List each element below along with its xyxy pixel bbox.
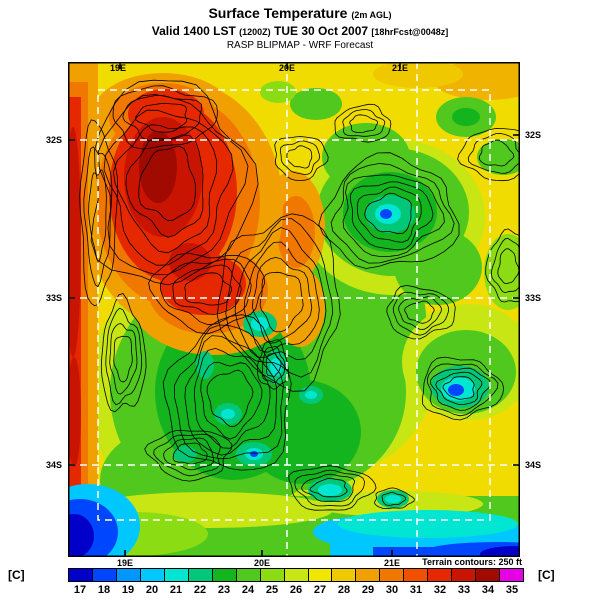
- colorbar-tick-label: 25: [265, 584, 279, 596]
- colorbar-tick-label: 18: [97, 584, 111, 596]
- colorbar-tick-row: 17 18 19 20 21 22 23 24 25 26 27 28 29 30 31 32 33 34 35: [68, 584, 524, 596]
- map-border: [68, 62, 520, 557]
- colorbar-cell: [212, 569, 237, 581]
- colorbar-tick-label: 17: [73, 584, 87, 596]
- lat-label-left-32s: 32S: [45, 135, 63, 145]
- colorbar-cell: [308, 569, 333, 581]
- temperature-field: [36, 60, 573, 568]
- terrain-contours-note: Terrain contours: 250 ft: [422, 557, 522, 567]
- temperature-map-svg: [36, 60, 573, 568]
- colorbar-tick-label: 28: [337, 584, 351, 596]
- colorbar-tick-label: 27: [313, 584, 327, 596]
- lon-label-top-20e: 20E: [278, 63, 296, 73]
- title-suffix: (2m AGL): [351, 10, 392, 20]
- colorbar-cell: [476, 569, 501, 581]
- terrain-contours: [79, 79, 530, 511]
- colorbar-unit-left: [C]: [8, 568, 25, 582]
- lon-label-top-19e: 19E: [109, 63, 127, 73]
- colorbar-cell: [500, 569, 524, 581]
- colorbar-tick-label: 30: [385, 584, 399, 596]
- lat-label-right-33s: 33S: [524, 293, 542, 303]
- forecast-map: [36, 60, 573, 568]
- model-name: RASP BLIPMAP - WRF Forecast: [226, 40, 374, 51]
- valid-date: TUE 30 Oct 2007: [274, 24, 369, 38]
- colorbar-unit-right: [C]: [538, 568, 555, 582]
- colorbar-cell: [69, 569, 93, 581]
- colorbar-tick-label: 34: [481, 584, 495, 596]
- colorbar-tick-label: 19: [121, 584, 135, 596]
- colorbar-tick-label: 35: [505, 584, 519, 596]
- valid-zulu: (1200Z): [239, 27, 271, 37]
- title-text: Surface Temperature: [208, 5, 348, 21]
- valid-prefix: Valid 1400 LST: [151, 24, 236, 38]
- lat-label-right-34s: 34S: [524, 460, 542, 470]
- colorbar-tick-label: 23: [217, 584, 231, 596]
- colorbar-tick-label: 22: [193, 584, 207, 596]
- colorbar-cell: [332, 569, 357, 581]
- colorbar-cell: [164, 569, 189, 581]
- lon-label-bottom-20e: 20E: [253, 558, 271, 568]
- valid-forecast-offset: [18hrFcst@0048z]: [371, 27, 449, 37]
- lat-label-left-34s: 34S: [45, 460, 63, 470]
- lon-label-top-21e: 21E: [391, 63, 409, 73]
- colorbar-cell: [140, 569, 165, 581]
- colorbar-cell: [284, 569, 309, 581]
- page-title: Surface Temperature (2m AGL): [0, 5, 600, 21]
- colorbar-tick-label: 32: [433, 584, 447, 596]
- colorbar-cell: [236, 569, 261, 581]
- colorbar-tick-label: 31: [409, 584, 423, 596]
- colorbar-cell: [260, 569, 285, 581]
- colorbar-tick-label: 33: [457, 584, 471, 596]
- colorbar-cell: [188, 569, 213, 581]
- colorbar-cell: [380, 569, 405, 581]
- colorbar-tick-label: 20: [145, 584, 159, 596]
- colorbar-cell: [404, 569, 429, 581]
- valid-time-line: Valid 1400 LST (1200Z) TUE 30 Oct 2007 […: [0, 24, 600, 38]
- lon-label-bottom-21e: 21E: [383, 558, 401, 568]
- colorbar-tick-label: 24: [241, 584, 255, 596]
- latlon-grid-overlay: [68, 62, 520, 557]
- colorbar-tick-label: 29: [361, 584, 375, 596]
- colorbar-tick-label: 26: [289, 584, 303, 596]
- colorbar: [68, 568, 524, 582]
- colorbar-cell: [452, 569, 477, 581]
- colorbar-cell: [116, 569, 141, 581]
- colorbar-cell: [428, 569, 453, 581]
- colorbar-tick-label: 21: [169, 584, 183, 596]
- colorbar-cell: [356, 569, 381, 581]
- lat-label-left-33s: 33S: [45, 293, 63, 303]
- lat-label-right-32s: 32S: [524, 130, 542, 140]
- lon-label-bottom-19e: 19E: [116, 558, 134, 568]
- colorbar-cell: [92, 569, 117, 581]
